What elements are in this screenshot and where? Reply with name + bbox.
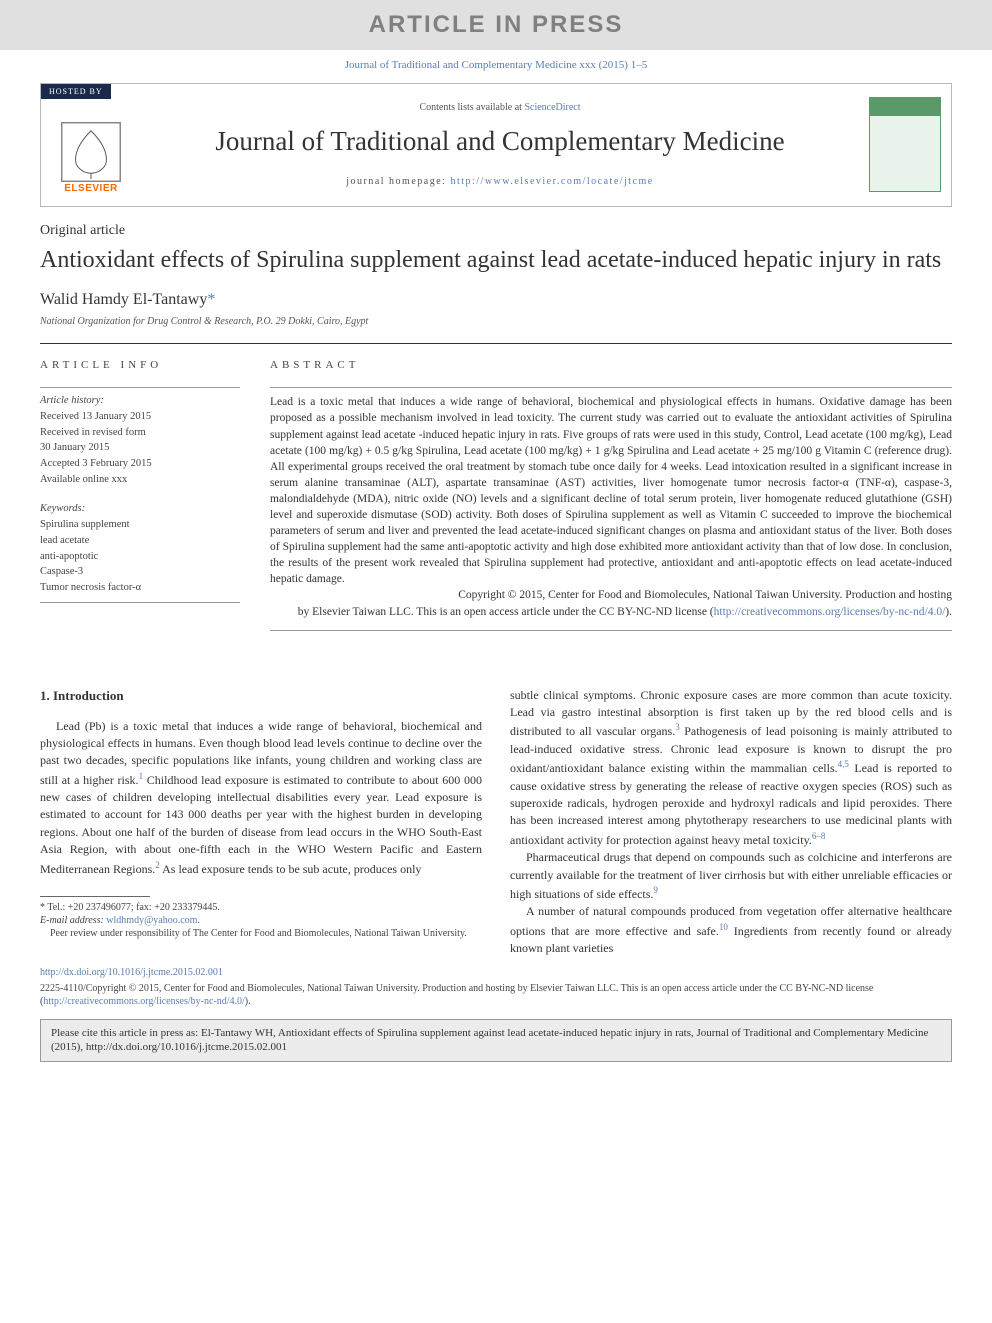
author-text: Walid Hamdy El-Tantawy <box>40 291 207 308</box>
divider <box>40 343 952 344</box>
license-link[interactable]: http://creativecommons.org/licenses/by-n… <box>714 606 946 618</box>
ref-6-8[interactable]: 6–8 <box>812 831 826 841</box>
homepage-line: journal homepage: http://www.elsevier.co… <box>131 175 869 189</box>
footnote-tel: * Tel.: +20 237496077; fax: +20 23337944… <box>40 901 482 914</box>
keyword: Caspase-3 <box>40 565 240 580</box>
bottom-license-link[interactable]: http://creativecommons.org/licenses/by-n… <box>43 996 244 1007</box>
contents-line: Contents lists available at ScienceDirec… <box>131 101 869 115</box>
top-citation: Journal of Traditional and Complementary… <box>0 58 992 73</box>
abstract-text: Lead is a toxic metal that induces a wid… <box>270 396 952 585</box>
footnotes: * Tel.: +20 237496077; fax: +20 23337944… <box>40 901 482 940</box>
bottom-copyright-b: ). <box>245 996 251 1007</box>
divider <box>270 630 952 631</box>
ref-9[interactable]: 9 <box>653 885 658 895</box>
ref-4-5[interactable]: 4,5 <box>838 759 849 769</box>
abstract-close: ). <box>945 606 952 618</box>
history-received: Received 13 January 2015 <box>40 410 240 425</box>
corresponding-mark: * <box>207 291 215 308</box>
cite-box: Please cite this article in press as: El… <box>40 1019 952 1063</box>
journal-header: HOSTED BY ELSEVIER Contents lists availa… <box>40 83 952 207</box>
footnote-email[interactable]: wldhmdy@yahoo.com <box>106 915 197 926</box>
history-online: Available online xxx <box>40 473 240 488</box>
abstract-head: ABSTRACT <box>270 358 952 373</box>
keywords-label: Keywords: <box>40 502 240 517</box>
bottom-copyright: 2225-4110/Copyright © 2015, Center for F… <box>40 982 952 1009</box>
doi-link[interactable]: http://dx.doi.org/10.1016/j.jtcme.2015.0… <box>40 966 952 980</box>
history-revised2: 30 January 2015 <box>40 441 240 456</box>
in-press-banner: ARTICLE IN PRESS <box>0 0 992 50</box>
keyword: anti-apoptotic <box>40 550 240 565</box>
keyword: Tumor necrosis factor-α <box>40 581 240 596</box>
keyword: Spirulina supplement <box>40 518 240 533</box>
contents-prefix: Contents lists available at <box>419 102 524 113</box>
journal-cover-thumb <box>869 97 941 192</box>
article-type: Original article <box>40 221 952 241</box>
history-revised1: Received in revised form <box>40 426 240 441</box>
footnote-email-label: E-mail address: <box>40 915 106 926</box>
intro-p3a: Pharmaceutical drugs that depend on comp… <box>510 850 952 901</box>
elsevier-wordmark: ELSEVIER <box>64 182 117 196</box>
elsevier-logo: ELSEVIER <box>51 106 131 196</box>
history-accepted: Accepted 3 February 2015 <box>40 457 240 472</box>
homepage-prefix: journal homepage: <box>346 176 450 187</box>
journal-name: Journal of Traditional and Complementary… <box>131 123 869 161</box>
footnote-peer: Peer review under responsibility of The … <box>40 927 482 940</box>
cover-head <box>870 98 940 116</box>
article-info-head: ARTICLE INFO <box>40 358 240 373</box>
ref-10[interactable]: 10 <box>719 922 728 932</box>
hosted-by-badge: HOSTED BY <box>41 84 111 99</box>
history-label: Article history: <box>40 394 240 409</box>
keyword: lead acetate <box>40 534 240 549</box>
abstract-copyright-2: by Elsevier Taiwan LLC. This is an open … <box>298 606 714 618</box>
divider <box>40 387 240 388</box>
abstract-body: Lead is a toxic metal that induces a wid… <box>270 394 952 619</box>
article-title: Antioxidant effects of Spirulina supplem… <box>40 245 952 275</box>
intro-p1b: Childhood lead exposure is estimated to … <box>40 773 482 876</box>
body-text: 1. Introduction Lead (Pb) is a toxic met… <box>40 687 952 958</box>
affiliation: National Organization for Drug Control &… <box>40 315 952 329</box>
homepage-url[interactable]: http://www.elsevier.com/locate/jtcme <box>450 176 653 187</box>
footnote-separator <box>40 896 150 897</box>
divider <box>270 387 952 388</box>
abstract-copyright-1: Copyright © 2015, Center for Food and Bi… <box>458 589 952 601</box>
author-name: Walid Hamdy El-Tantawy* <box>40 289 952 311</box>
intro-p1c: As lead exposure tends to be sub acute, … <box>160 862 422 876</box>
keywords-block: Keywords: Spirulina supplement lead acet… <box>40 502 240 595</box>
elsevier-tree-icon <box>61 122 121 182</box>
sciencedirect-link[interactable]: ScienceDirect <box>524 102 580 113</box>
article-history: Article history: Received 13 January 201… <box>40 394 240 487</box>
intro-heading: 1. Introduction <box>40 687 482 706</box>
divider <box>40 602 240 603</box>
